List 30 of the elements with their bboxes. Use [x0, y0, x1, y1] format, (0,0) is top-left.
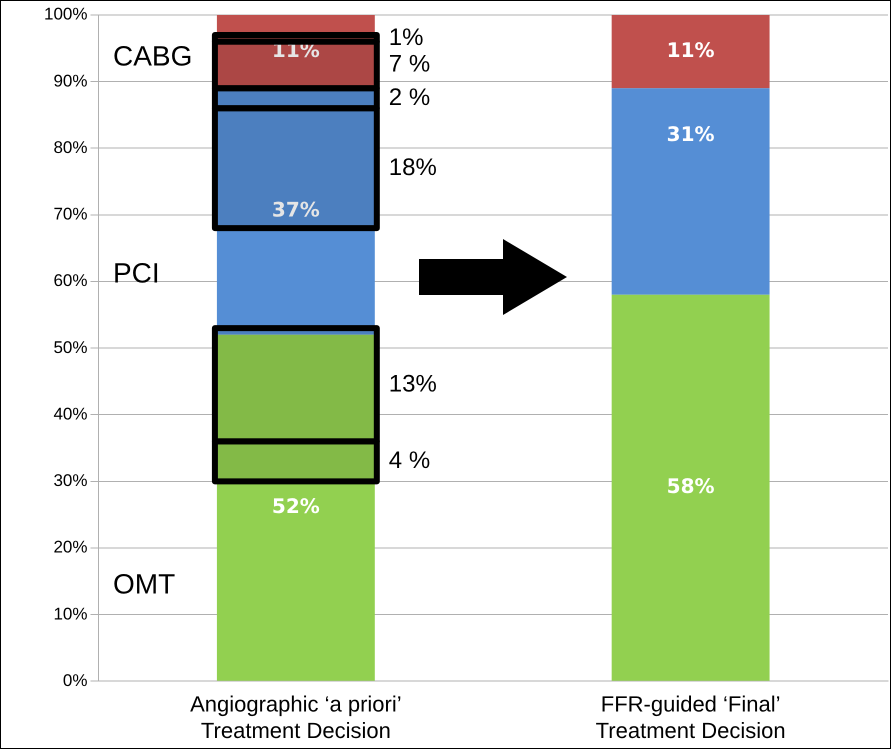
band-label: 7 % — [388, 50, 430, 78]
band-label: 13% — [388, 370, 437, 398]
text: 37% — [272, 198, 320, 222]
text: 31% — [666, 122, 715, 146]
text: 52% — [272, 494, 320, 518]
y-tick-label: 60% — [53, 271, 88, 290]
x-tick-label: FFR-guided ‘Final’ Treatment Decision — [596, 691, 786, 743]
series-label: OMT — [113, 568, 176, 600]
y-tick-label: 40% — [53, 404, 88, 424]
y-tick-label: 20% — [53, 538, 88, 557]
y-tick-label: 10% — [53, 604, 88, 624]
y-tick-label: 100% — [44, 4, 88, 24]
y-tick-label: 90% — [53, 71, 88, 90]
band-label: 18% — [388, 154, 437, 181]
band-label: 1% — [388, 24, 424, 51]
y-tick-label: 30% — [53, 471, 88, 490]
series-label: CABG — [113, 40, 192, 72]
y-tick-label: 80% — [53, 138, 88, 157]
band-label: 4 % — [388, 446, 430, 474]
x-tick-label: Angiographic ‘a priori’ Treatment Decision — [190, 691, 402, 743]
bar — [612, 15, 770, 88]
bar — [612, 294, 770, 681]
y-tick-label: 70% — [53, 204, 88, 224]
text: PCI — [113, 257, 160, 288]
bar — [612, 88, 770, 295]
text: 58% — [666, 474, 715, 498]
y-tick-label: 0% — [62, 670, 88, 690]
band-label: 2 % — [388, 84, 430, 111]
y-tick-label: 50% — [53, 338, 88, 357]
text: 11% — [666, 38, 715, 62]
